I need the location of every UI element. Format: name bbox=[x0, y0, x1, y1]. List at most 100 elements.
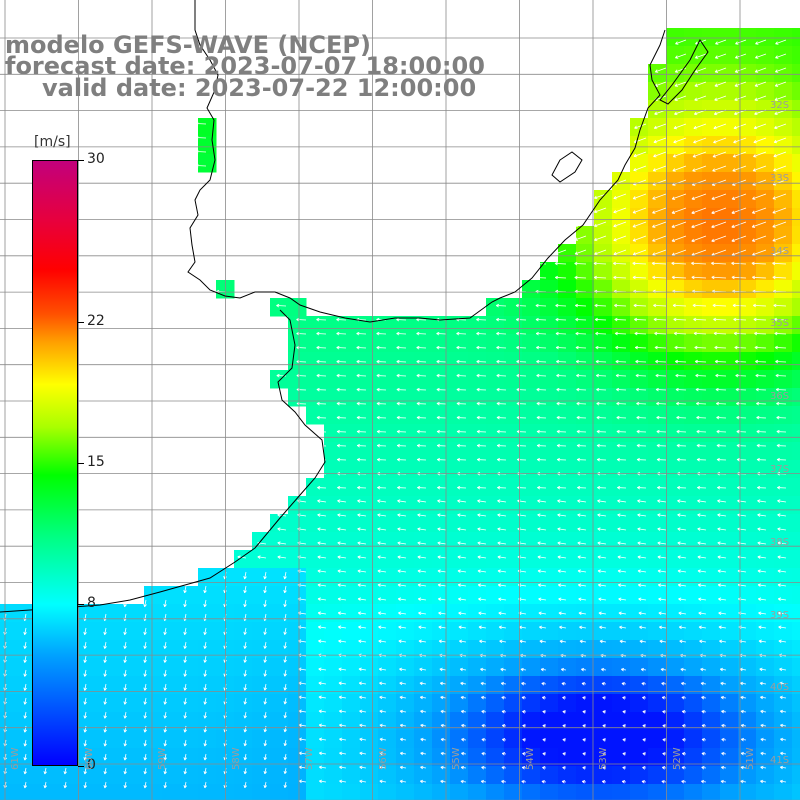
wind-arrow bbox=[642, 724, 647, 728]
wind-arrow bbox=[677, 541, 687, 545]
wind-cell bbox=[72, 784, 91, 800]
wind-arrow bbox=[516, 387, 527, 392]
wind-cell bbox=[792, 118, 800, 137]
wind-arrow bbox=[23, 767, 28, 775]
wind-cell bbox=[774, 226, 793, 245]
wind-cell bbox=[576, 370, 595, 389]
wind-cell bbox=[306, 730, 325, 749]
wind-cell bbox=[342, 586, 361, 605]
lat-label: 33S bbox=[770, 173, 790, 184]
wind-cell bbox=[738, 298, 757, 317]
wind-arrow bbox=[642, 738, 647, 742]
wind-arrow bbox=[420, 737, 427, 742]
wind-arrow bbox=[356, 415, 367, 420]
wind-cell bbox=[396, 514, 415, 533]
wind-cell bbox=[414, 694, 433, 713]
wind-arrow bbox=[635, 373, 647, 378]
wind-cell bbox=[702, 568, 721, 587]
wind-cell bbox=[738, 334, 757, 353]
wind-cell bbox=[612, 676, 631, 695]
wind-arrow bbox=[740, 723, 747, 728]
wind-cell bbox=[468, 676, 487, 695]
wind-arrow bbox=[622, 710, 627, 714]
wind-arrow bbox=[397, 527, 407, 531]
wind-cell bbox=[306, 586, 325, 605]
wind-arrow bbox=[283, 739, 288, 747]
wind-cell bbox=[558, 298, 577, 317]
wind-cell bbox=[792, 316, 800, 335]
wind-cell bbox=[792, 28, 800, 47]
wind-arrow bbox=[376, 387, 387, 392]
wind-arrow bbox=[501, 724, 507, 728]
wind-cell bbox=[558, 280, 577, 299]
wind-cell bbox=[558, 496, 577, 515]
wind-cell bbox=[540, 730, 559, 749]
wind-arrow bbox=[753, 317, 767, 322]
wind-arrow bbox=[376, 373, 387, 378]
wind-cell bbox=[630, 244, 649, 263]
wind-cell bbox=[144, 730, 163, 749]
wind-cell bbox=[270, 694, 289, 713]
wind-arrow bbox=[656, 415, 667, 420]
wind-cell bbox=[774, 514, 793, 533]
wind-arrow bbox=[478, 597, 487, 601]
wind-arrow bbox=[317, 583, 327, 587]
wind-arrow bbox=[336, 401, 347, 406]
wind-arrow bbox=[163, 697, 167, 705]
wind-cell bbox=[684, 280, 703, 299]
wind-arrow bbox=[696, 443, 707, 448]
wind-cell bbox=[522, 352, 541, 371]
wind-cell bbox=[648, 550, 667, 569]
wind-arrow bbox=[377, 513, 387, 517]
wind-cell bbox=[792, 766, 800, 785]
wind-arrow bbox=[582, 766, 587, 770]
wind-cell bbox=[306, 604, 325, 623]
lon-label: 60W bbox=[83, 747, 95, 770]
lon-label: 59W bbox=[157, 747, 168, 770]
wind-arrow bbox=[256, 303, 267, 308]
wind-arrow bbox=[698, 597, 707, 601]
wind-cell bbox=[594, 496, 613, 515]
wind-arrow bbox=[399, 751, 407, 756]
wind-cell bbox=[378, 550, 397, 569]
wind-arrow bbox=[678, 597, 687, 601]
wind-cell bbox=[324, 586, 343, 605]
wind-cell bbox=[756, 244, 775, 263]
wind-arrow bbox=[520, 667, 527, 672]
wind-arrow bbox=[595, 345, 607, 350]
wind-arrow bbox=[397, 569, 407, 573]
wind-cell bbox=[540, 316, 559, 335]
wind-cell bbox=[450, 568, 469, 587]
wind-cell bbox=[324, 568, 343, 587]
wind-cell bbox=[666, 64, 685, 83]
wind-cell bbox=[792, 442, 800, 461]
colorbar-tick-mark bbox=[78, 321, 84, 323]
wind-arrow bbox=[661, 779, 667, 784]
wind-cell bbox=[126, 694, 145, 713]
wind-cell bbox=[648, 406, 667, 425]
wind-arrow bbox=[417, 555, 427, 559]
wind-cell bbox=[720, 100, 739, 119]
wind-arrow bbox=[557, 555, 567, 559]
wind-arrow bbox=[675, 373, 687, 378]
colorbar-tick-label: 22 bbox=[87, 312, 105, 329]
wind-arrow bbox=[339, 737, 347, 742]
wind-arrow bbox=[183, 739, 187, 747]
wind-cell bbox=[666, 424, 685, 443]
wind-cell bbox=[702, 244, 721, 263]
wind-arrow bbox=[440, 765, 447, 770]
wind-cell bbox=[558, 694, 577, 713]
wind-arrow bbox=[681, 681, 687, 686]
wind-arrow bbox=[456, 415, 467, 420]
wind-arrow bbox=[660, 667, 667, 672]
wind-cell bbox=[720, 298, 739, 317]
wind-cell bbox=[738, 784, 757, 800]
wind-cell bbox=[324, 442, 343, 461]
wind-arrow bbox=[557, 583, 567, 587]
wind-cell bbox=[702, 100, 721, 119]
wind-cell bbox=[702, 406, 721, 425]
wind-arrow bbox=[632, 261, 647, 266]
wind-arrow bbox=[717, 541, 727, 545]
wind-cell bbox=[450, 442, 469, 461]
wind-arrow bbox=[23, 725, 27, 733]
